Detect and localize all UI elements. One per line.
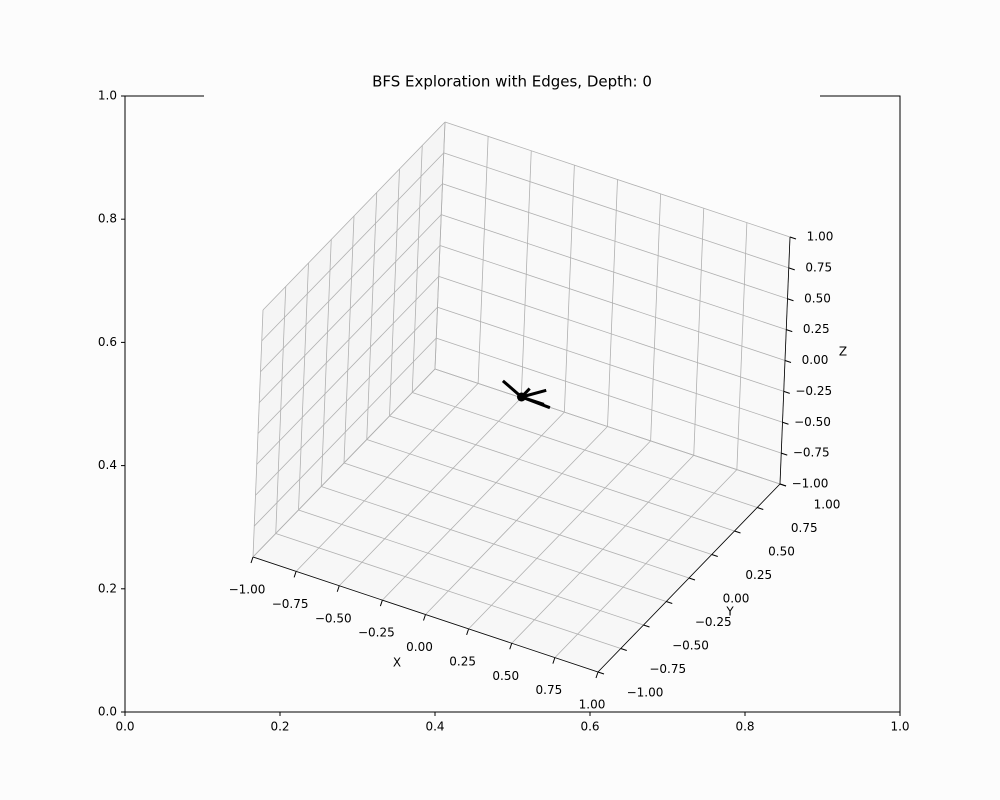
x-tick-label: 0.50	[492, 669, 519, 683]
z-tick	[789, 236, 797, 240]
grid-line	[255, 306, 438, 496]
grid-line	[434, 368, 781, 485]
y-tick	[597, 671, 605, 675]
y-tick-label: −0.25	[695, 615, 732, 629]
x-axis-label: X	[393, 656, 401, 670]
y-tick-label: −0.75	[649, 662, 686, 676]
z-tick	[787, 298, 794, 302]
chart-title: BFS Exploration with Edges, Depth: 0	[372, 73, 652, 91]
grid-line	[261, 152, 445, 342]
y-axis-line	[597, 483, 781, 673]
grid-line	[257, 245, 441, 434]
x-tick	[250, 556, 254, 564]
y-tick-label: 0.0	[98, 705, 117, 719]
z-tick	[779, 483, 787, 487]
z-tick	[782, 421, 789, 425]
x-tick-label: 0.2	[270, 720, 289, 734]
grid-line	[262, 121, 446, 311]
y-tick	[688, 577, 696, 581]
x-tick-label: 0.75	[536, 683, 563, 697]
x-axis-line	[252, 556, 599, 673]
z-tick	[784, 360, 792, 363]
z-tick	[783, 390, 790, 394]
grid-line	[298, 509, 644, 626]
x-tick-label: 0.00	[406, 640, 433, 654]
y-tick-label: −0.50	[672, 639, 709, 653]
x-tick-label: −0.25	[358, 626, 395, 640]
grid-line	[321, 486, 667, 602]
x-tick-label: 0.8	[735, 720, 754, 734]
y-tick-label: 1.0	[98, 89, 117, 103]
grid-line	[260, 183, 443, 373]
x-tick-label: −0.50	[315, 611, 352, 625]
x-tick-label: −1.00	[229, 583, 266, 597]
x-tick-label: 0.6	[580, 720, 599, 734]
grid-line	[389, 415, 735, 532]
z-tick-label: −0.50	[794, 415, 831, 429]
y-tick	[620, 648, 627, 651]
z-tick-label: 0.25	[803, 322, 830, 336]
grid-line	[252, 368, 436, 558]
z-tick-label: 0.50	[804, 291, 831, 305]
z-axis-line	[779, 236, 791, 485]
y-tick-label: 1.00	[814, 498, 841, 512]
z-tick	[786, 329, 793, 333]
z-tick	[788, 267, 795, 271]
x-tick	[336, 585, 340, 592]
y-tick	[734, 530, 741, 534]
y-tick-label: 0.75	[791, 521, 818, 535]
x-tick	[552, 657, 556, 664]
x-tick	[423, 614, 426, 621]
node	[517, 392, 526, 402]
y-tick-label: 0.50	[768, 545, 795, 559]
x-tick	[379, 599, 383, 607]
grid-line	[412, 392, 758, 508]
y-tick-label: −1.00	[627, 686, 664, 700]
grid-line	[366, 439, 712, 555]
grid-line	[343, 462, 690, 579]
x-tick-label: −0.75	[272, 597, 309, 611]
y-tick-label: 0.2	[98, 581, 117, 595]
grid-line	[439, 245, 786, 361]
x-tick-label: 1.00	[579, 698, 606, 712]
y-tick	[666, 601, 673, 604]
grid-line	[436, 337, 782, 454]
z-tick-label: −1.00	[792, 477, 829, 491]
x-tick	[293, 571, 297, 578]
x-tick-label: 0.4	[425, 720, 444, 734]
x-tick-label: 0.0	[115, 720, 134, 734]
z-tick	[781, 452, 788, 456]
x-tick-label: 0.25	[449, 654, 476, 668]
x-tick	[595, 671, 599, 679]
z-tick-label: −0.25	[795, 384, 832, 398]
z-tick-label: 0.75	[805, 260, 832, 274]
z-tick-label: −0.75	[793, 446, 830, 460]
y-tick-label: 0.00	[723, 592, 750, 606]
x-tick	[509, 643, 513, 650]
z-tick-label: 1.00	[807, 230, 834, 244]
z-axis-label: Z	[839, 345, 847, 359]
grid-line	[444, 121, 791, 238]
x-tick	[466, 628, 470, 636]
y-tick-label: 0.6	[98, 335, 117, 349]
y-tick-label: 0.25	[745, 568, 772, 582]
grid-line	[275, 533, 621, 649]
y-axis-label: Y	[725, 605, 734, 619]
y-tick	[643, 624, 650, 628]
grid-line	[442, 183, 788, 300]
y-tick-label: 0.4	[98, 458, 117, 472]
grid-line	[441, 214, 787, 331]
y-tick-label: 0.8	[98, 212, 117, 226]
grid-line	[256, 276, 440, 465]
grid-line	[443, 152, 789, 269]
z-tick-label: 0.00	[802, 353, 829, 367]
y-tick	[711, 554, 718, 557]
grid-line	[438, 275, 784, 392]
x-tick-label: 1.0	[890, 720, 909, 734]
grid-line	[258, 214, 442, 403]
y-tick	[757, 507, 764, 510]
grid-line	[437, 306, 783, 423]
grid-line	[253, 337, 437, 527]
